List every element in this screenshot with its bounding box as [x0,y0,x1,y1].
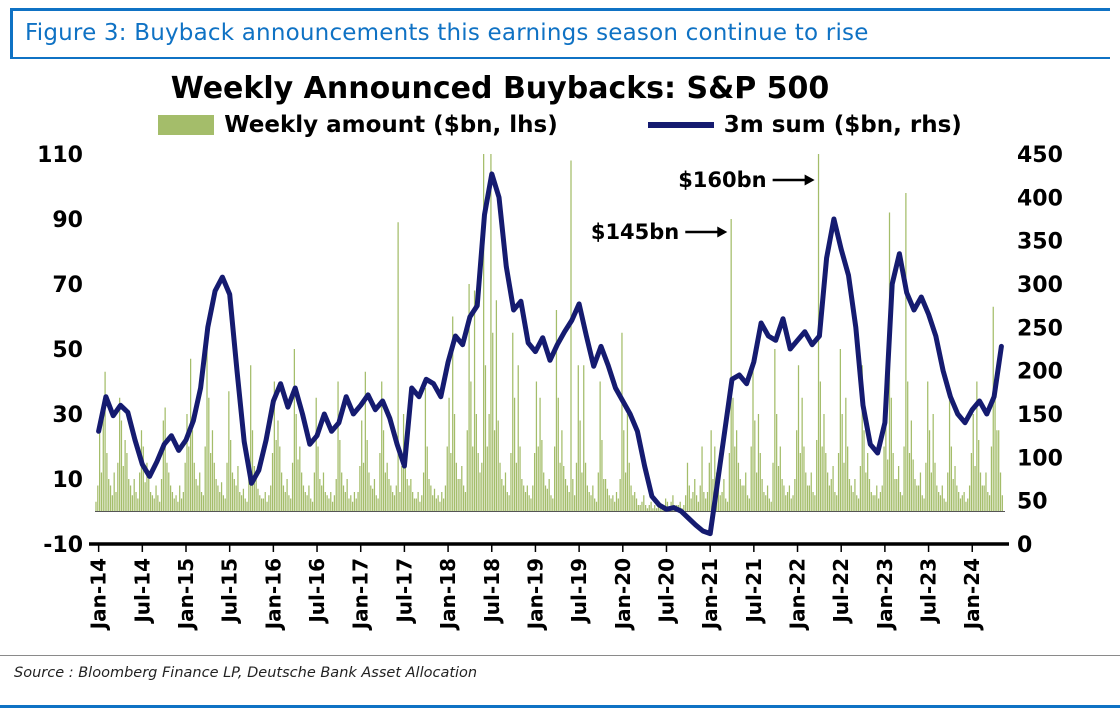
x-tick-label: Jan-19 [523,558,547,631]
right-tick-label: 350 [1017,230,1063,255]
left-tick-label: -10 [43,533,83,558]
right-tick-label: 250 [1017,316,1063,341]
x-tick-label: Jan-14 [87,558,111,631]
weekly-amount-swatch [158,115,215,135]
right-tick-label: 150 [1017,403,1063,428]
left-tick-label: 10 [52,468,83,493]
x-tick-label: Jan-23 [873,558,897,631]
x-tick-label: Jul-19 [567,558,591,625]
right-tick-label: 400 [1017,186,1063,211]
x-tick-label: Jan-22 [786,558,810,631]
x-tick-label: Jul-15 [218,558,242,625]
bar-annotations: $145bn $160bn [591,168,815,244]
annotation-label: $160bn [678,168,766,192]
source-text: Source : Bloomberg Finance LP, Deutsche … [0,655,1120,685]
x-tick-label: Jan-16 [261,558,285,631]
left-tick-label: 110 [37,143,83,168]
x-axis-labels: Jan-14 Jul-14 Jan-15 Jul-15 Jan-16 Jul-16 Jan-… [87,544,984,631]
x-tick-label: Jul-16 [305,558,329,625]
right-tick-label: 50 [1017,490,1048,515]
x-tick-label: Jan-20 [611,558,635,631]
left-tick-label: 70 [52,273,83,298]
left-tick-label: 50 [52,338,83,363]
figure-caption: Figure 3: Buyback announcements this ear… [10,8,1110,59]
annotation-label: $145bn [591,220,679,244]
x-tick-label: Jan-18 [436,558,460,631]
x-tick-label: Jul-22 [829,558,853,625]
left-tick-label: 30 [52,403,83,428]
legend-weekly-amount: Weekly amount ($bn, lhs) [158,112,558,138]
right-axis-labels: 450 400 350 300 250 200 150 100 50 0 [1017,143,1063,558]
left-axis-labels: 110 90 70 50 30 10 -10 [37,143,83,558]
legend-3m-sum-label: 3m sum ($bn, rhs) [723,112,962,138]
legend-weekly-amount-label: Weekly amount ($bn, lhs) [224,112,558,138]
x-tick-label: Jan-15 [174,558,198,631]
x-tick-label: Jan-17 [349,558,373,631]
x-tick-label: Jul-20 [654,558,678,625]
right-tick-label: 200 [1017,360,1063,385]
chart-title: Weekly Announced Buybacks: S&P 500 [170,71,830,106]
three-month-sum-line [96,171,1004,537]
right-tick-label: 300 [1017,273,1063,298]
right-tick-label: 450 [1017,143,1063,168]
three-month-sum-swatch [647,122,714,128]
legend-3m-sum: 3m sum ($bn, rhs) [647,112,962,138]
right-tick-label: 0 [1017,533,1032,558]
right-tick-label: 100 [1017,446,1063,471]
x-tick-label: Jul-21 [742,558,766,625]
chart-canvas: Jan-14 Jul-14 Jan-15 Jul-15 Jan-16 Jul-16 Jan-… [37,143,1063,631]
x-tick-label: Jan-21 [698,558,722,631]
x-tick-label: Jul-17 [392,558,416,625]
x-tick-label: Jul-14 [130,558,154,625]
annotation-arrow-head [717,226,728,238]
x-tick-label: Jul-23 [917,558,941,625]
bottom-rule [0,705,1120,708]
x-tick-label: Jul-18 [480,558,504,625]
annotation-arrow-head [804,174,815,186]
x-tick-label: Jan-24 [960,558,984,631]
left-tick-label: 90 [52,208,83,233]
chart-legend: Weekly amount ($bn, lhs) 3m sum ($bn, rh… [0,112,1120,138]
